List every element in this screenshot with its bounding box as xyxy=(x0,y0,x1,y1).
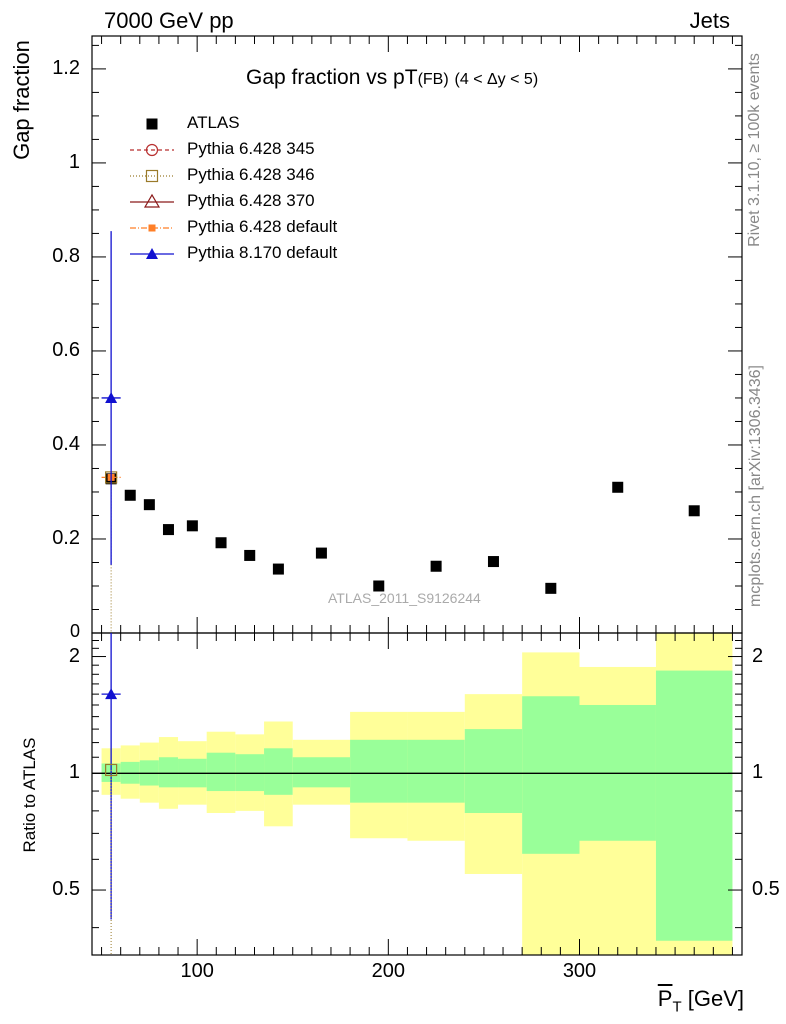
band-inner-8 xyxy=(292,757,351,788)
analysis-watermark: ATLAS_2011_S9126244 xyxy=(328,590,481,606)
ratio-ytick-label-left: 0.5 xyxy=(52,878,80,901)
main-ytick-label: 0.8 xyxy=(52,244,80,267)
atlas-point xyxy=(162,524,174,536)
atlas-point xyxy=(315,547,327,559)
legend-marker-py6def xyxy=(148,224,156,232)
band-inner-7 xyxy=(264,748,293,795)
ratio-plot-frame xyxy=(91,632,743,956)
legend-label-py346: Pythia 6.428 346 xyxy=(187,165,315,184)
legend-label-py8def: Pythia 8.170 default xyxy=(187,243,338,262)
band-inner-11 xyxy=(464,729,523,813)
atlas-point xyxy=(143,499,155,511)
main-ytick-label-zero: 0 xyxy=(69,621,80,641)
legend-label-py370: Pythia 6.428 370 xyxy=(187,191,315,210)
ratio-ytick-label-right: 2 xyxy=(752,644,764,667)
atlas-point xyxy=(215,537,227,549)
ratio-xtick-label: 200 xyxy=(371,960,405,982)
atlas-point xyxy=(612,481,624,493)
energy-label: 7000 GeV pp xyxy=(104,8,234,33)
ratio-plot-marks xyxy=(101,633,121,955)
axis-ticks xyxy=(92,36,742,955)
main-ytick-label: 1 xyxy=(68,150,80,173)
main-ytick-label: 1.2 xyxy=(52,56,80,79)
process-label: Jets xyxy=(689,8,730,33)
atlas-point xyxy=(430,560,442,572)
ratio-bands xyxy=(92,633,742,955)
atlas-point xyxy=(186,520,198,532)
chart-title-range: (4 < Δy < 5) xyxy=(454,71,539,88)
atlas-point xyxy=(272,563,284,575)
legend-marker-atlas xyxy=(146,118,158,130)
x-axis-label-symbol: P xyxy=(657,986,673,1011)
ratio-ytick-label-left: 2 xyxy=(68,644,80,667)
atlas-point xyxy=(373,580,385,592)
main-ytick-label: 0.6 xyxy=(52,338,80,361)
ratio-ytick-label-right: 0.5 xyxy=(752,878,780,901)
rivet-label: Rivet 3.1.10, ≥ 100k events xyxy=(746,53,763,247)
legend-marker-py370 xyxy=(143,193,161,208)
ratio-ytick-label-right: 1 xyxy=(752,761,764,784)
ratio-py8def-point xyxy=(105,688,118,700)
ratio-xtick-label: 300 xyxy=(562,960,597,982)
x-axis-label-subscript: T xyxy=(672,998,682,1016)
ratio-py346-point xyxy=(105,763,118,777)
x-axis-label: PT [GeV] xyxy=(658,986,744,1015)
band-inner-10 xyxy=(407,739,465,803)
band-inner-14 xyxy=(655,670,733,941)
chart-title-main: Gap fraction vs pT xyxy=(246,66,418,89)
atlas-point xyxy=(688,505,700,517)
atlas-point xyxy=(545,582,557,594)
band-inner-9 xyxy=(350,739,408,803)
atlas-point xyxy=(487,556,499,568)
band-inner-5 xyxy=(206,752,236,792)
plot-frames xyxy=(91,35,743,956)
ratio-ytick-label-left: 1 xyxy=(68,761,80,784)
x-axis-label-unit: [GeV] xyxy=(687,986,744,1011)
legend-label-py6def: Pythia 6.428 default xyxy=(187,217,338,236)
ratio-xtick-label: 100 xyxy=(180,960,214,982)
band-inner-3 xyxy=(158,757,179,788)
atlas-point xyxy=(124,489,136,501)
chart-title-sub: (FB) xyxy=(417,71,449,88)
legend-marker-py346 xyxy=(145,169,159,183)
band-inner-12 xyxy=(522,696,580,854)
py8def-point xyxy=(105,391,118,403)
legend-label-py345: Pythia 6.428 345 xyxy=(187,139,315,158)
y-axis-label-main: Gap fraction xyxy=(9,40,34,160)
legend-marker-py345 xyxy=(145,143,159,157)
legend-label-atlas: ATLAS xyxy=(187,113,240,132)
legend xyxy=(130,118,174,259)
mcplots-label: mcplots.cern.ch [arXiv:1306.3436] xyxy=(747,365,764,607)
main-ytick-label: 0.2 xyxy=(52,526,80,549)
atlas-point xyxy=(244,549,256,561)
main-plot-marks xyxy=(101,231,700,633)
band-inner-6 xyxy=(235,754,265,792)
main-ytick-label: 0.4 xyxy=(52,432,80,455)
chart-title: Gap fraction vs pT(FB) (4 < Δy < 5) xyxy=(246,66,538,90)
legend-marker-py8def xyxy=(146,248,158,259)
y-axis-label-ratio: Ratio to ATLAS xyxy=(20,737,39,853)
